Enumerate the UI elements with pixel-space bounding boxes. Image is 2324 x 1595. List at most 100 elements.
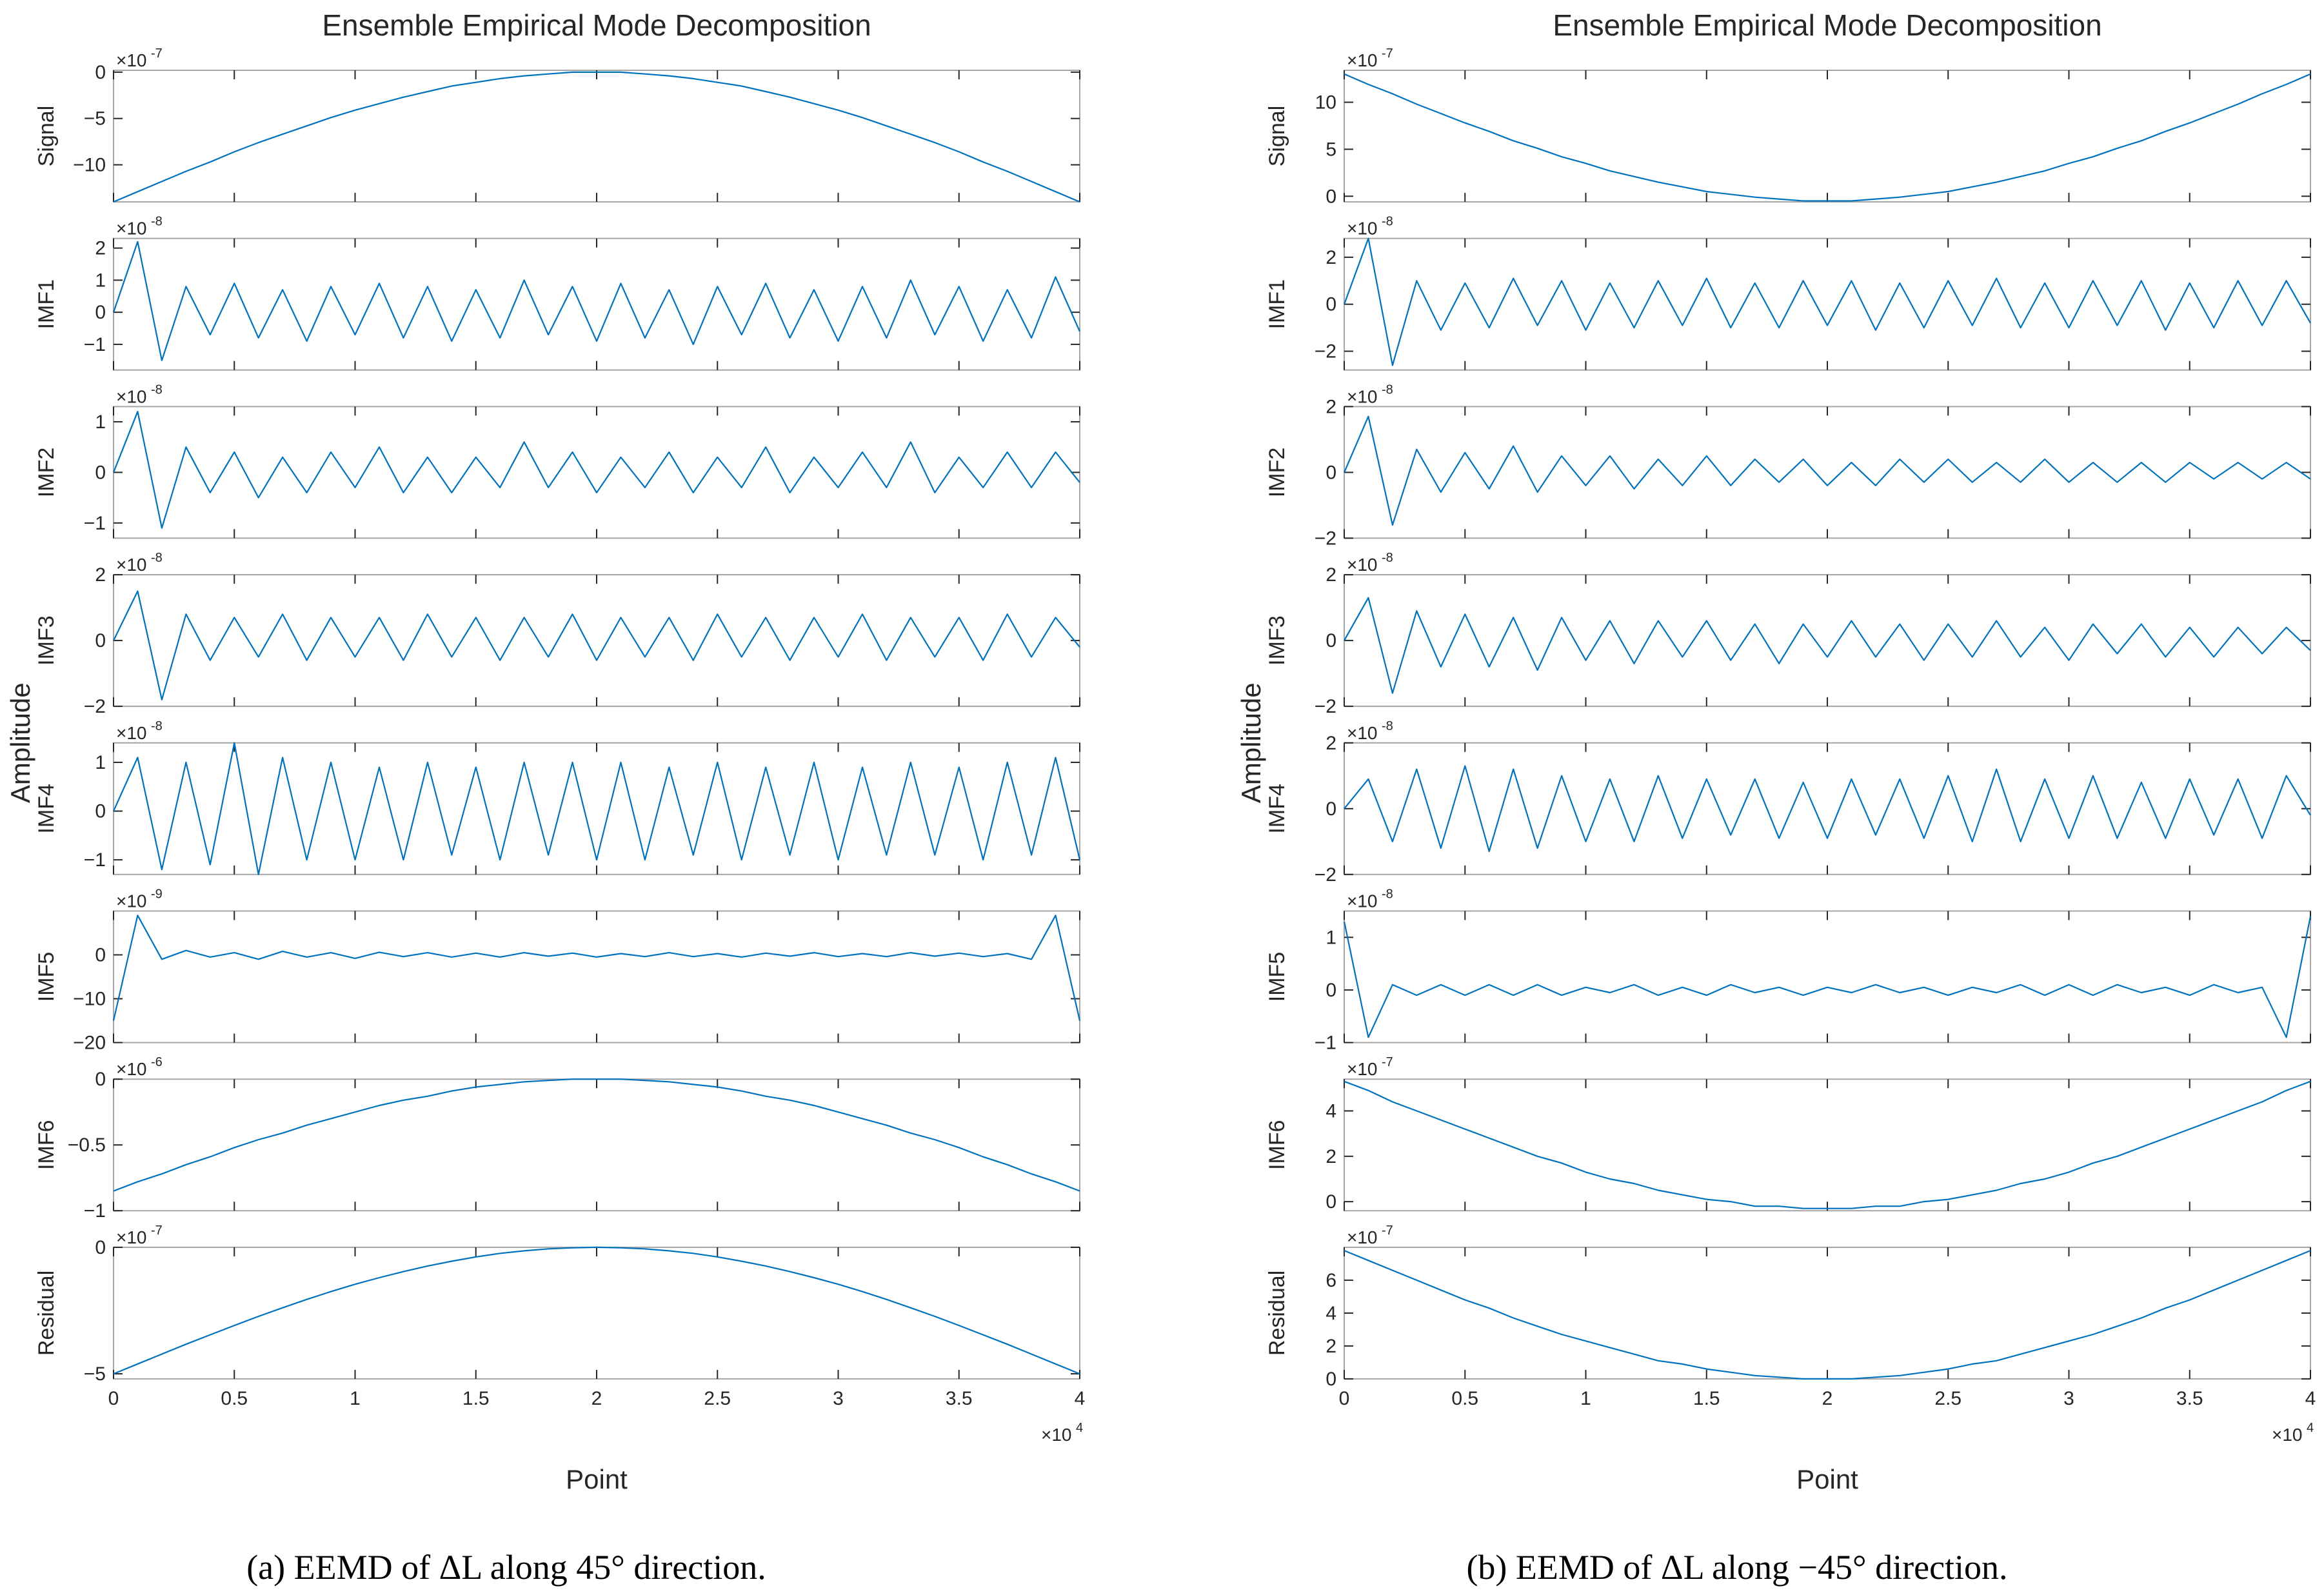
exponent-base: ×10: [1347, 386, 1378, 406]
signal-line: [1344, 765, 2311, 853]
y-tick-label: 10: [1315, 92, 1336, 114]
x-tick-label: 3.5: [2176, 1388, 2203, 1409]
x-tick-label: 0: [108, 1388, 119, 1409]
y-tick-label: 2: [95, 564, 106, 586]
axes-box: [1344, 910, 2311, 1044]
y-tick-label: −1: [84, 849, 106, 871]
x-tick-label: 1.5: [462, 1388, 490, 1409]
subplot-ylabel: IMF3: [34, 615, 59, 665]
y-tick-label: 0: [1326, 462, 1336, 483]
y-tick-label: 2: [95, 238, 106, 259]
y-axis-label: Amplitude: [5, 682, 35, 803]
x-tick-label: 3.5: [946, 1388, 973, 1409]
subplot: −2 0 2 ×10 -8 IMF2: [1265, 382, 2311, 549]
subplot: −2 0 2 ×10 -8 IMF1: [1265, 215, 2311, 371]
exponent-power: -8: [151, 382, 163, 397]
signal-line: [113, 71, 1080, 203]
exponent-power: -7: [1382, 1223, 1393, 1238]
y-tick-label: −1: [84, 513, 106, 534]
subplot: 0 2 4 6 0 0.5 1 1.5 2 2.5 3 3.5 4 ×10 -7 Residual: [1265, 1223, 2316, 1409]
y-tick-label: 0: [1326, 294, 1336, 315]
exponent-power: -8: [1382, 551, 1393, 565]
x-tick-label: 2: [591, 1388, 602, 1409]
signal-line: [113, 590, 1080, 700]
axes-box: [1344, 742, 2311, 875]
y-tick-label: 0: [1326, 1369, 1336, 1390]
axes-box: [1344, 574, 2311, 708]
subplot: −20 −10 0 ×10 -9 IMF5: [34, 887, 1081, 1054]
signal-line: [113, 1246, 1080, 1375]
exponent-base: ×10: [116, 219, 147, 239]
y-tick-label: −5: [84, 108, 106, 130]
y-tick-label: −2: [84, 696, 106, 717]
subplot-ylabel: Residual: [34, 1271, 59, 1356]
x-tick-label: 0.5: [1451, 1388, 1478, 1409]
subplot-ylabel: IMF5: [1265, 952, 1289, 1002]
exponent-base: ×10: [1347, 1059, 1378, 1079]
x-tick-label: 2: [1822, 1388, 1833, 1409]
subplot: 0 2 4 ×10 -7 IMF6: [1265, 1055, 2311, 1213]
y-tick-label: 0: [1326, 1191, 1336, 1213]
x-tick-label: 0.5: [221, 1388, 248, 1409]
x-exponent-base: ×10: [2272, 1425, 2303, 1445]
x-tick-label: 3: [2063, 1388, 2074, 1409]
exponent-power: -9: [151, 887, 163, 902]
x-tick-label: 4: [2305, 1388, 2316, 1409]
exponent-power: -8: [151, 215, 163, 229]
y-tick-label: 1: [95, 752, 106, 773]
y-tick-label: −2: [1315, 696, 1336, 717]
y-tick-label: 6: [1326, 1270, 1336, 1291]
y-tick-label: −0.5: [68, 1134, 106, 1156]
axes-box: [1344, 1246, 2311, 1380]
y-tick-label: 0: [1326, 980, 1336, 1001]
y-tick-label: 5: [1326, 139, 1336, 160]
subplot: −2 0 2 ×10 -8 IMF3: [34, 551, 1080, 717]
exponent-base: ×10: [1347, 219, 1378, 239]
y-tick-label: 1: [95, 270, 106, 291]
signal-line: [1344, 597, 2311, 694]
x-tick-label: 2.5: [1934, 1388, 1961, 1409]
exponent-base: ×10: [116, 891, 147, 911]
y-tick-label: −1: [84, 1200, 106, 1222]
subplot: −2 0 2 ×10 -8 IMF3: [1265, 551, 2311, 717]
signal-line: [112, 241, 1081, 361]
subplot: −1 0 1 ×10 -8 IMF5: [1265, 887, 2312, 1054]
axes-box: [113, 742, 1080, 875]
x-tick-label: 3: [833, 1388, 844, 1409]
x-exponent-base: ×10: [1041, 1425, 1072, 1445]
subplot-ylabel: IMF1: [1265, 279, 1289, 329]
y-tick-label: 1: [1326, 927, 1336, 948]
signal-line: [113, 1078, 1080, 1192]
exponent-base: ×10: [116, 1059, 147, 1079]
exponent-power: -8: [1382, 215, 1393, 229]
axes-box: [1344, 237, 2311, 371]
caption: (b) EEMD of ΔL along −45° direction.: [1466, 1548, 2007, 1587]
y-tick-label: 0: [95, 1069, 106, 1090]
exponent-base: ×10: [1347, 555, 1378, 575]
signal-line: [112, 915, 1081, 1021]
subplot-ylabel: IMF3: [1265, 615, 1289, 665]
y-tick-label: 1: [95, 411, 106, 433]
axes-box: [113, 237, 1080, 371]
exponent-power: -6: [151, 1055, 163, 1069]
y-tick-label: 0: [1326, 630, 1336, 651]
y-tick-label: −1: [84, 334, 106, 355]
y-tick-label: 2: [1326, 247, 1336, 268]
x-tick-label: 1: [350, 1388, 361, 1409]
exponent-base: ×10: [116, 386, 147, 406]
exponent-power: -7: [151, 46, 163, 61]
signal-line: [112, 742, 1081, 875]
exponent-power: -8: [1382, 887, 1393, 902]
y-tick-label: 0: [95, 302, 106, 323]
y-tick-label: 2: [1326, 564, 1336, 586]
y-tick-label: −2: [1315, 528, 1336, 549]
signal-line: [1343, 237, 2311, 366]
subplot: 0 5 10 ×10 -7 Signal: [1265, 46, 2311, 207]
subplot-ylabel: IMF5: [34, 952, 59, 1002]
y-tick-label: 0: [95, 1237, 106, 1258]
subplot-ylabel: IMF6: [34, 1120, 59, 1169]
y-tick-label: 2: [1326, 1336, 1336, 1357]
